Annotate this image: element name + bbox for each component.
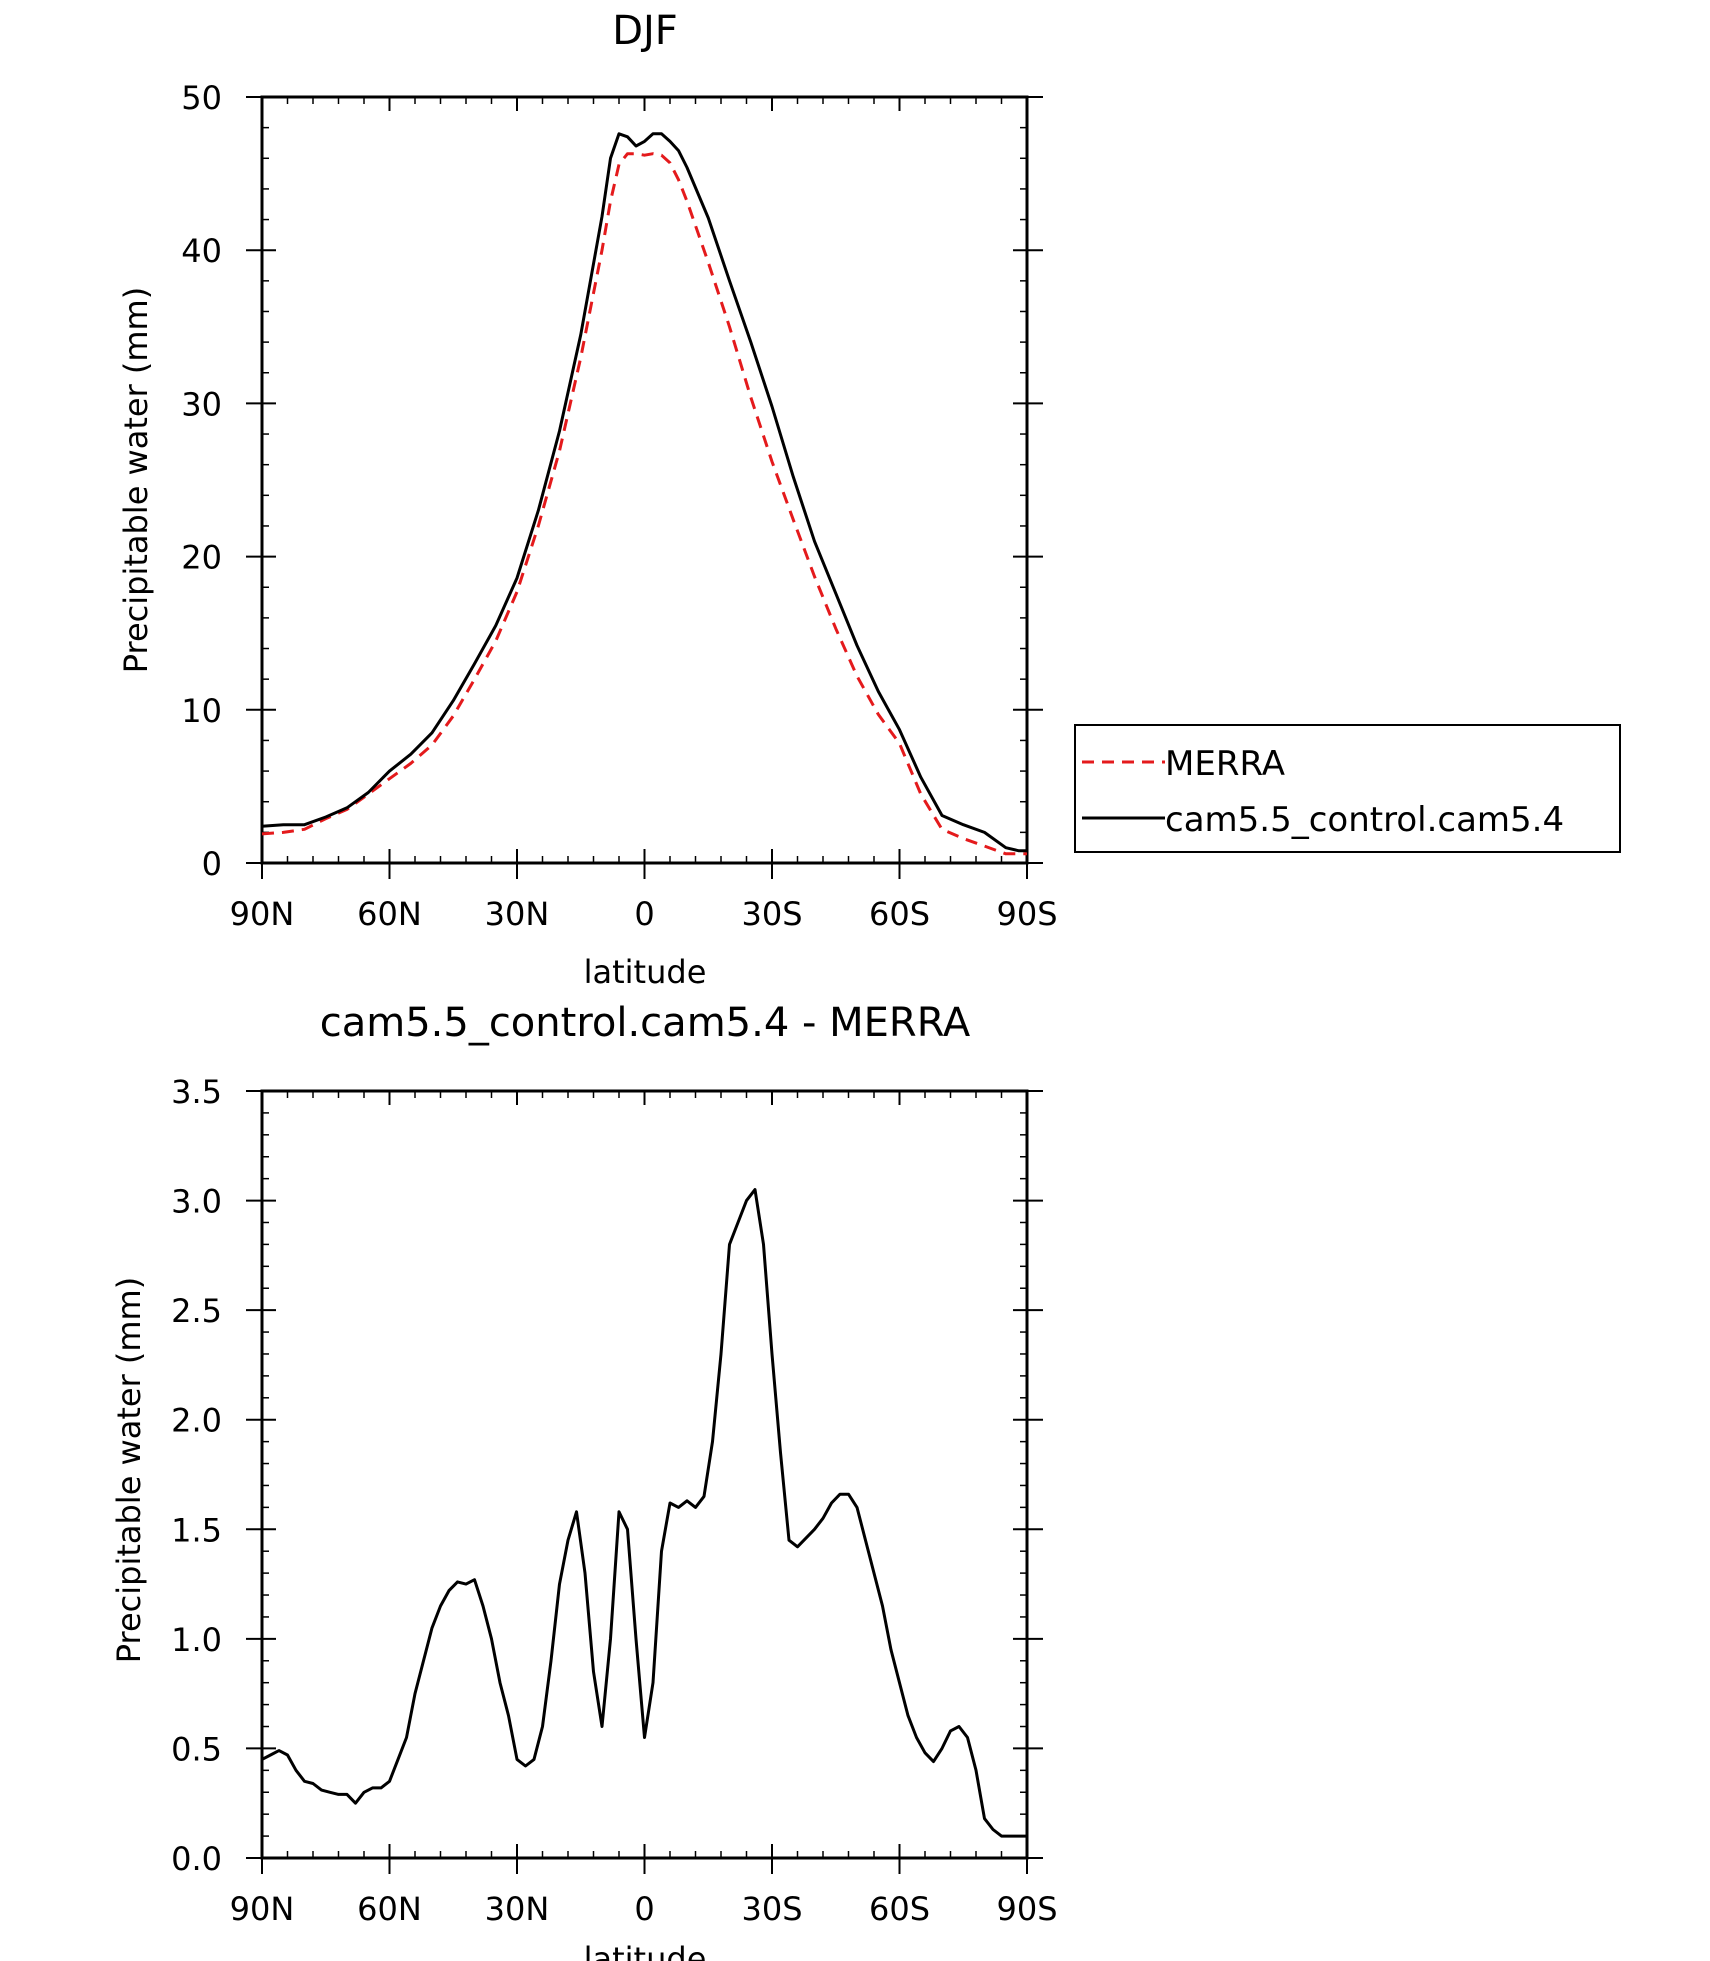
- top-x-tick-label: 60N: [357, 895, 422, 933]
- top-x-tick-label: 60S: [869, 895, 930, 933]
- bottom-y-tick-label: 0.0: [171, 1840, 222, 1878]
- top-x-tick-label: 90S: [996, 895, 1057, 933]
- bottom-x-tick-label: 60S: [869, 1890, 930, 1928]
- legend-label-merra: MERRA: [1165, 744, 1285, 784]
- bottom-x-tick-label: 90N: [230, 1890, 295, 1928]
- bottom-y-tick-label: 0.5: [171, 1730, 222, 1768]
- top-series-line-cam5-5-control-cam5-4: [261, 132, 1027, 853]
- bottom-series-line-0: [261, 1188, 1027, 1838]
- top-y-axis-label: Precipitable water (mm): [117, 287, 155, 673]
- bottom-x-tick-label: 30N: [485, 1890, 550, 1928]
- bottom-series-group: [261, 1188, 1027, 1838]
- bottom-y-axis-label: Precipitable water (mm): [110, 1277, 148, 1663]
- top-y-tick-label: 30: [181, 385, 222, 423]
- bottom-y-tick-label: 1.5: [171, 1511, 222, 1549]
- legend: MERRA cam5.5_control.cam5.4: [1074, 724, 1621, 853]
- bottom-x-tick-label: 60N: [357, 1890, 422, 1928]
- legend-box: [1074, 724, 1621, 853]
- bottom-x-tick-label: 0: [634, 1890, 654, 1928]
- top-y-tick-label: 0: [202, 845, 222, 883]
- top-series-group: [261, 132, 1027, 856]
- bottom-axis-ticks: 90N 60N 30N 0 30S 60S 90S 0.0 0.5 1.0 1.5 2.0 2.5 3.0…: [171, 1073, 1057, 1928]
- bottom-chart-title: cam5.5_control.cam5.4 - MERRA: [320, 1000, 971, 1046]
- legend-label-cam: cam5.5_control.cam5.4: [1165, 800, 1564, 840]
- bottom-plot-frame: [260, 1089, 1029, 1860]
- bottom-y-tick-label: 3.0: [171, 1183, 222, 1221]
- top-y-tick-label: 10: [181, 692, 222, 730]
- top-x-tick-label: 30S: [741, 895, 802, 933]
- top-x-tick-label: 30N: [485, 895, 550, 933]
- top-y-tick-label: 50: [181, 79, 222, 117]
- bottom-x-tick-label: 90S: [996, 1890, 1057, 1928]
- top-series-line-merra: [261, 152, 1027, 856]
- top-y-tick-label: 20: [181, 539, 222, 577]
- bottom-y-tick-label: 3.5: [171, 1073, 222, 1111]
- bottom-chart-panel: cam5.5_control.cam5.4 - MERRA 90N 60N 30N 0…: [110, 1000, 1058, 1961]
- top-x-tick-label: 90N: [230, 895, 295, 933]
- bottom-y-tick-label: 2.0: [171, 1402, 222, 1440]
- bottom-x-axis-label: latitude: [584, 1940, 707, 1961]
- top-x-tick-label: 0: [634, 895, 654, 933]
- top-chart-panel: DJF 90N 60N 30N 0 30S 60S 90S 0 10 20 30 40 50 Preci…: [117, 8, 1058, 991]
- top-axis-ticks: 90N 60N 30N 0 30S 60S 90S 0 10 20 30 40 50: [181, 79, 1057, 933]
- top-y-tick-label: 40: [181, 232, 222, 270]
- top-chart-title: DJF: [612, 8, 678, 54]
- top-plot-frame: [260, 95, 1029, 865]
- bottom-y-tick-label: 1.0: [171, 1621, 222, 1659]
- bottom-x-tick-label: 30S: [741, 1890, 802, 1928]
- bottom-y-tick-label: 2.5: [171, 1292, 222, 1330]
- top-x-axis-label: latitude: [584, 953, 707, 991]
